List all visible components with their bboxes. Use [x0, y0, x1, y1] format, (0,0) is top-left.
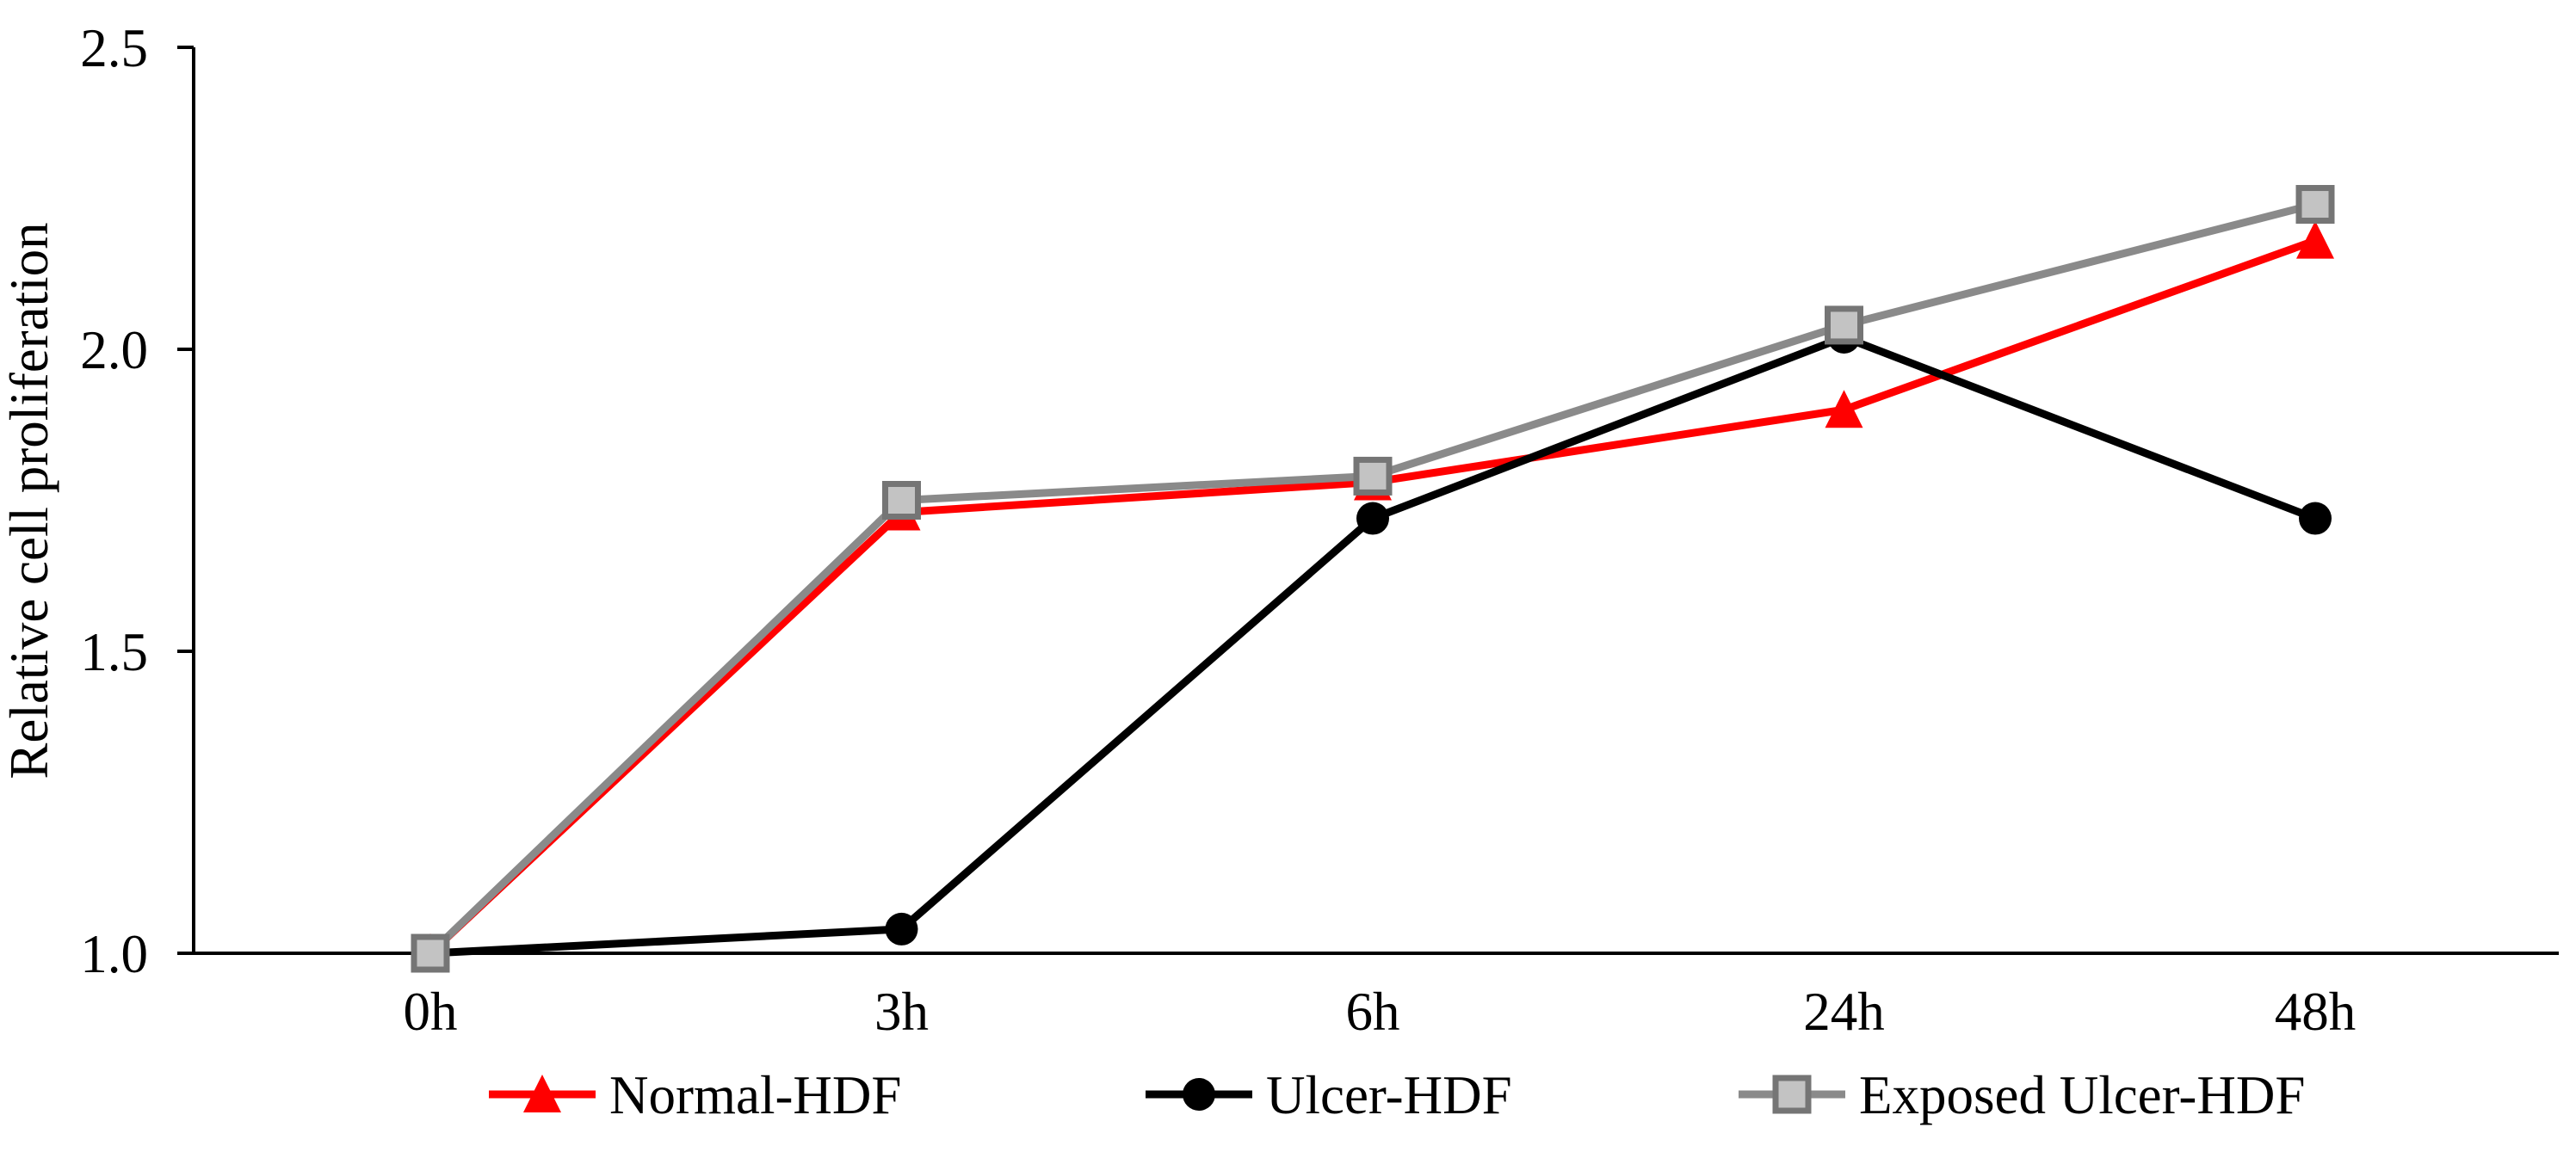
series-group: [411, 185, 2335, 973]
series-line-exposed-ulcer-hdf: [427, 200, 2317, 957]
marker-normal-hdf-legend: [523, 1075, 561, 1112]
y-axis-ticks: 1.0 1.5 2.0 2.5: [80, 18, 194, 984]
legend-item-normal-hdf: Normal-HDF: [489, 1065, 901, 1125]
x-axis-labels: 0h 3h 6h 24h 48h: [404, 982, 2357, 1042]
y-tick-label: 2.0: [80, 320, 148, 380]
series-line-normal-hdf: [427, 237, 2317, 957]
y-tick-label: 1.5: [80, 622, 148, 682]
x-tick-label: 0h: [404, 982, 458, 1042]
x-tick-label: 48h: [2275, 982, 2357, 1042]
marker-exposed-ulcer-hdf-6h: [1353, 456, 1393, 496]
marker-ulcer-hdf-48h: [2299, 502, 2332, 535]
series-line-ulcer-hdf: [429, 333, 2317, 958]
y-tick-label: 2.5: [80, 18, 148, 78]
series-normal-hdf: [411, 220, 2334, 971]
marker-exposed-ulcer-hdf-legend: [1772, 1075, 1812, 1114]
marker-exposed-ulcer-hdf-48h: [2295, 185, 2335, 225]
marker-exposed-ulcer-hdf-24h: [1825, 305, 1863, 345]
y-axis-title: Relative cell proliferation: [0, 222, 59, 779]
legend: Normal-HDF Ulcer-HDF Exposed Ulcer-HDF: [489, 1065, 2305, 1125]
series-ulcer-hdf: [414, 320, 2332, 970]
y-tick-label: 1.0: [80, 924, 148, 984]
legend-label-ulcer-hdf: Ulcer-HDF: [1266, 1065, 1512, 1125]
axes: [192, 47, 2559, 955]
legend-label-normal-hdf: Normal-HDF: [609, 1065, 901, 1125]
legend-item-ulcer-hdf: Ulcer-HDF: [1146, 1065, 1512, 1125]
x-tick-label: 3h: [874, 982, 929, 1042]
marker-ulcer-hdf-legend: [1183, 1078, 1215, 1111]
marker-ulcer-hdf-6h: [1356, 502, 1389, 535]
x-tick-label: 24h: [1803, 982, 1885, 1042]
marker-ulcer-hdf-3h: [885, 912, 918, 946]
legend-item-exposed-ulcer-hdf: Exposed Ulcer-HDF: [1739, 1065, 2305, 1125]
marker-normal-hdf-24h: [1825, 390, 1863, 428]
marker-exposed-ulcer-hdf-3h: [882, 481, 921, 520]
legend-label-exposed-ulcer-hdf: Exposed Ulcer-HDF: [1859, 1065, 2305, 1125]
marker-exposed-ulcer-hdf-0h: [411, 933, 450, 973]
series-exposed-ulcer-hdf: [411, 185, 2335, 973]
marker-normal-hdf-48h: [2296, 220, 2334, 259]
x-tick-label: 6h: [1346, 982, 1400, 1042]
